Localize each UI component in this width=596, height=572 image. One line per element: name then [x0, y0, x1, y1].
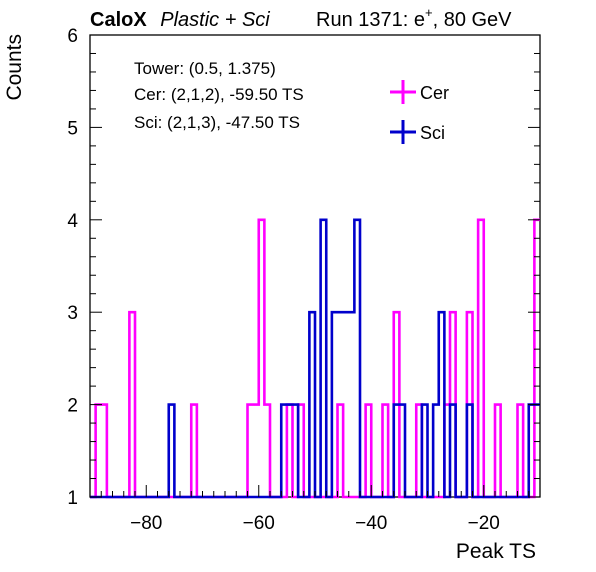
- cer-info: Cer: (2,1,2), -59.50 TS: [134, 85, 304, 104]
- sci-info: Sci: (2,1,3), -47.50 TS: [134, 113, 300, 132]
- y-tick-label: 1: [67, 488, 78, 509]
- run-suffix: , 80 GeV: [433, 9, 513, 31]
- legend-cer: Cer: [390, 80, 449, 104]
- y-axis-title: Counts: [3, 34, 26, 101]
- x-tick-label: −60: [243, 513, 275, 534]
- legend-sci: Sci: [390, 120, 445, 144]
- title-line: CaloX Plastic + Sci: [90, 9, 270, 31]
- run-label: Run 1371: e+, 80 GeV: [316, 5, 512, 31]
- y-tick-label: 2: [67, 396, 78, 417]
- legend-cer-label: Cer: [420, 83, 449, 103]
- x-tick-label: −40: [355, 513, 387, 534]
- run-charge: +: [425, 5, 433, 20]
- y-tick-label: 6: [67, 26, 78, 47]
- subtitle-label: Plastic + Sci: [160, 9, 270, 31]
- tower-info: Tower: (0.5, 1.375): [134, 59, 276, 78]
- y-tick-label: 5: [67, 118, 78, 139]
- series-sci-line: [90, 218, 540, 499]
- x-axis-title: Peak TS: [456, 540, 536, 563]
- y-tick-label: 3: [67, 303, 78, 324]
- y-tick-label: 4: [67, 211, 78, 232]
- run-prefix: Run 1371: e: [316, 9, 425, 31]
- x-tick-label: −20: [468, 513, 500, 534]
- legend: Cer Sci: [390, 80, 449, 144]
- series-layer: [90, 218, 540, 499]
- brand-label: CaloX: [90, 9, 147, 31]
- x-tick-label: −80: [130, 513, 162, 534]
- axis-layer: −80 −60 −40 −20 1 2 3 4 5 6: [67, 26, 541, 534]
- legend-sci-label: Sci: [420, 123, 445, 143]
